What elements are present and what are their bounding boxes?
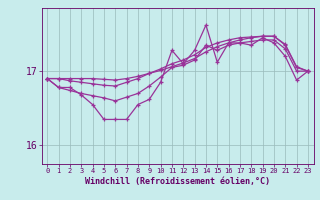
X-axis label: Windchill (Refroidissement éolien,°C): Windchill (Refroidissement éolien,°C) [85,177,270,186]
